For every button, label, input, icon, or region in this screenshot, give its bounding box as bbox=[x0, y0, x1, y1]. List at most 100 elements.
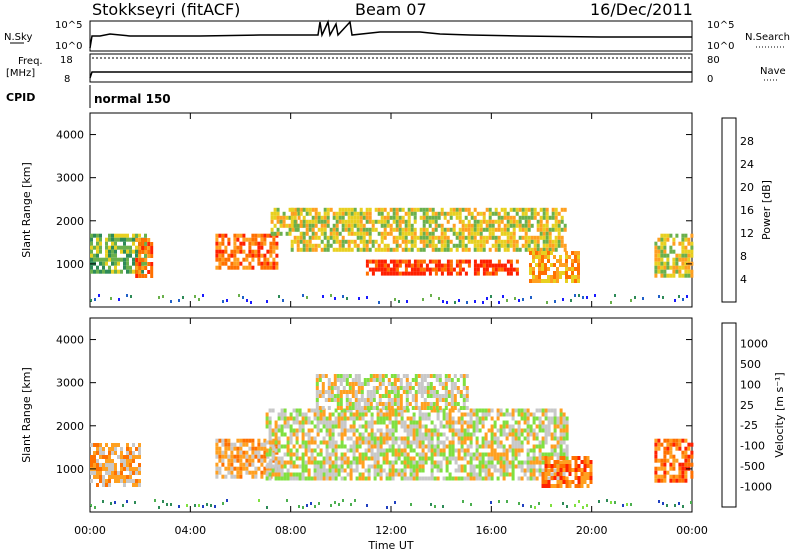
velocity-data-cell bbox=[460, 420, 464, 425]
velocity-data-cell bbox=[361, 476, 365, 481]
velocity-data-cell bbox=[478, 476, 482, 481]
velocity-data-cell bbox=[230, 442, 234, 447]
velocity-data-cell bbox=[526, 476, 530, 481]
velocity-data-cell bbox=[387, 406, 391, 410]
velocity-data-cell bbox=[102, 483, 105, 487]
velocity-data-cell bbox=[268, 472, 272, 477]
velocity-data-cell bbox=[687, 442, 691, 447]
velocity-data-cell bbox=[327, 386, 331, 390]
velocity-data-cell bbox=[334, 448, 338, 453]
power-data-cell bbox=[279, 215, 283, 220]
velocity-data-cell bbox=[381, 374, 385, 378]
power-data-cell bbox=[358, 297, 360, 300]
power-data-cell bbox=[431, 211, 435, 216]
power-data-cell bbox=[308, 211, 312, 216]
power-data-cell bbox=[455, 247, 459, 252]
velocity-data-cell bbox=[409, 444, 413, 449]
velocity-data-cell bbox=[263, 458, 267, 463]
velocity-data-cell bbox=[460, 416, 464, 421]
beam-title: Beam 07 bbox=[355, 0, 427, 19]
velocity-data-cell bbox=[352, 420, 356, 425]
power-data-cell bbox=[464, 271, 468, 276]
power-data-cell bbox=[660, 233, 664, 238]
power-data-cell bbox=[263, 233, 267, 238]
velocity-data-cell bbox=[322, 468, 326, 473]
velocity-data-cell bbox=[289, 460, 293, 465]
velocity-data-cell bbox=[331, 468, 335, 473]
power-data-cell bbox=[389, 259, 393, 264]
power-data-cell bbox=[293, 211, 297, 216]
power-data-cell bbox=[94, 298, 96, 301]
power-data-cell bbox=[282, 219, 286, 224]
velocity-data-cell bbox=[415, 476, 419, 481]
power-data-cell bbox=[279, 231, 283, 236]
power-data-cell bbox=[413, 211, 417, 216]
power-data-cell bbox=[503, 239, 507, 244]
velocity-data-cell bbox=[406, 456, 410, 461]
velocity-data-cell bbox=[426, 402, 430, 406]
velocity-data-cell bbox=[529, 424, 533, 429]
power-data-cell bbox=[270, 227, 274, 232]
velocity-data-layer bbox=[90, 374, 694, 509]
velocity-data-cell bbox=[301, 476, 305, 481]
power-data-cell bbox=[266, 265, 270, 270]
velocity-data-cell bbox=[484, 460, 488, 465]
velocity-data-cell bbox=[340, 476, 344, 481]
velocity-data-cell bbox=[526, 440, 530, 445]
velocity-data-cell bbox=[360, 398, 364, 402]
power-data-cell bbox=[404, 267, 408, 272]
velocity-data-cell bbox=[391, 452, 395, 457]
velocity-data-cell bbox=[465, 386, 469, 390]
velocity-data-cell bbox=[412, 440, 416, 445]
velocity-data-cell bbox=[333, 374, 337, 378]
power-data-cell bbox=[317, 243, 321, 248]
power-data-cell bbox=[398, 227, 402, 232]
velocity-data-cell bbox=[403, 444, 407, 449]
power-data-cell bbox=[675, 265, 679, 270]
velocity-data-cell bbox=[406, 460, 410, 465]
power-data-cell bbox=[335, 247, 339, 252]
velocity-data-cell bbox=[292, 444, 296, 449]
velocity-data-cell bbox=[298, 472, 302, 477]
velocity-data-cell bbox=[415, 460, 419, 465]
velocity-data-cell bbox=[304, 420, 308, 425]
velocity-data-cell bbox=[110, 502, 112, 505]
power-data-cell bbox=[305, 219, 309, 224]
power-data-cell bbox=[413, 239, 417, 244]
velocity-data-cell bbox=[559, 424, 563, 429]
power-data-cell bbox=[410, 247, 414, 252]
velocity-data-cell bbox=[472, 428, 476, 433]
velocity-data-cell bbox=[277, 440, 281, 445]
power-data-cell bbox=[114, 269, 117, 274]
velocity-data-cell bbox=[481, 420, 485, 425]
velocity-data-cell bbox=[327, 378, 331, 382]
velocity-data-cell bbox=[687, 446, 691, 451]
velocity-data-cell bbox=[123, 479, 126, 483]
velocity-data-cell bbox=[430, 444, 434, 449]
velocity-data-cell bbox=[451, 424, 455, 429]
power-data-cell bbox=[467, 263, 471, 268]
velocity-data-cell bbox=[535, 416, 539, 421]
velocity-data-cell bbox=[472, 464, 476, 469]
velocity-data-cell bbox=[445, 444, 449, 449]
power-data-cell bbox=[473, 267, 477, 272]
velocity-data-cell bbox=[475, 476, 479, 481]
power-data-cell bbox=[500, 219, 504, 224]
velocity-data-cell bbox=[331, 448, 335, 453]
power-data-cell bbox=[302, 231, 306, 236]
power-data-cell bbox=[90, 265, 93, 270]
power-data-cell bbox=[326, 215, 330, 220]
velocity-data-cell bbox=[345, 390, 349, 394]
velocity-data-cell bbox=[493, 452, 497, 457]
velocity-data-cell bbox=[396, 374, 400, 378]
velocity-data-cell bbox=[283, 460, 287, 465]
power-data-cell bbox=[126, 249, 129, 254]
power-data-cell bbox=[568, 275, 571, 279]
velocity-data-cell bbox=[283, 424, 287, 429]
velocity-data-cell bbox=[286, 472, 290, 477]
power-data-cell bbox=[314, 223, 318, 228]
power-data-cell bbox=[114, 257, 117, 262]
power-data-cell bbox=[215, 249, 219, 254]
power-data-cell bbox=[311, 243, 315, 248]
power-data-cell bbox=[416, 267, 420, 272]
